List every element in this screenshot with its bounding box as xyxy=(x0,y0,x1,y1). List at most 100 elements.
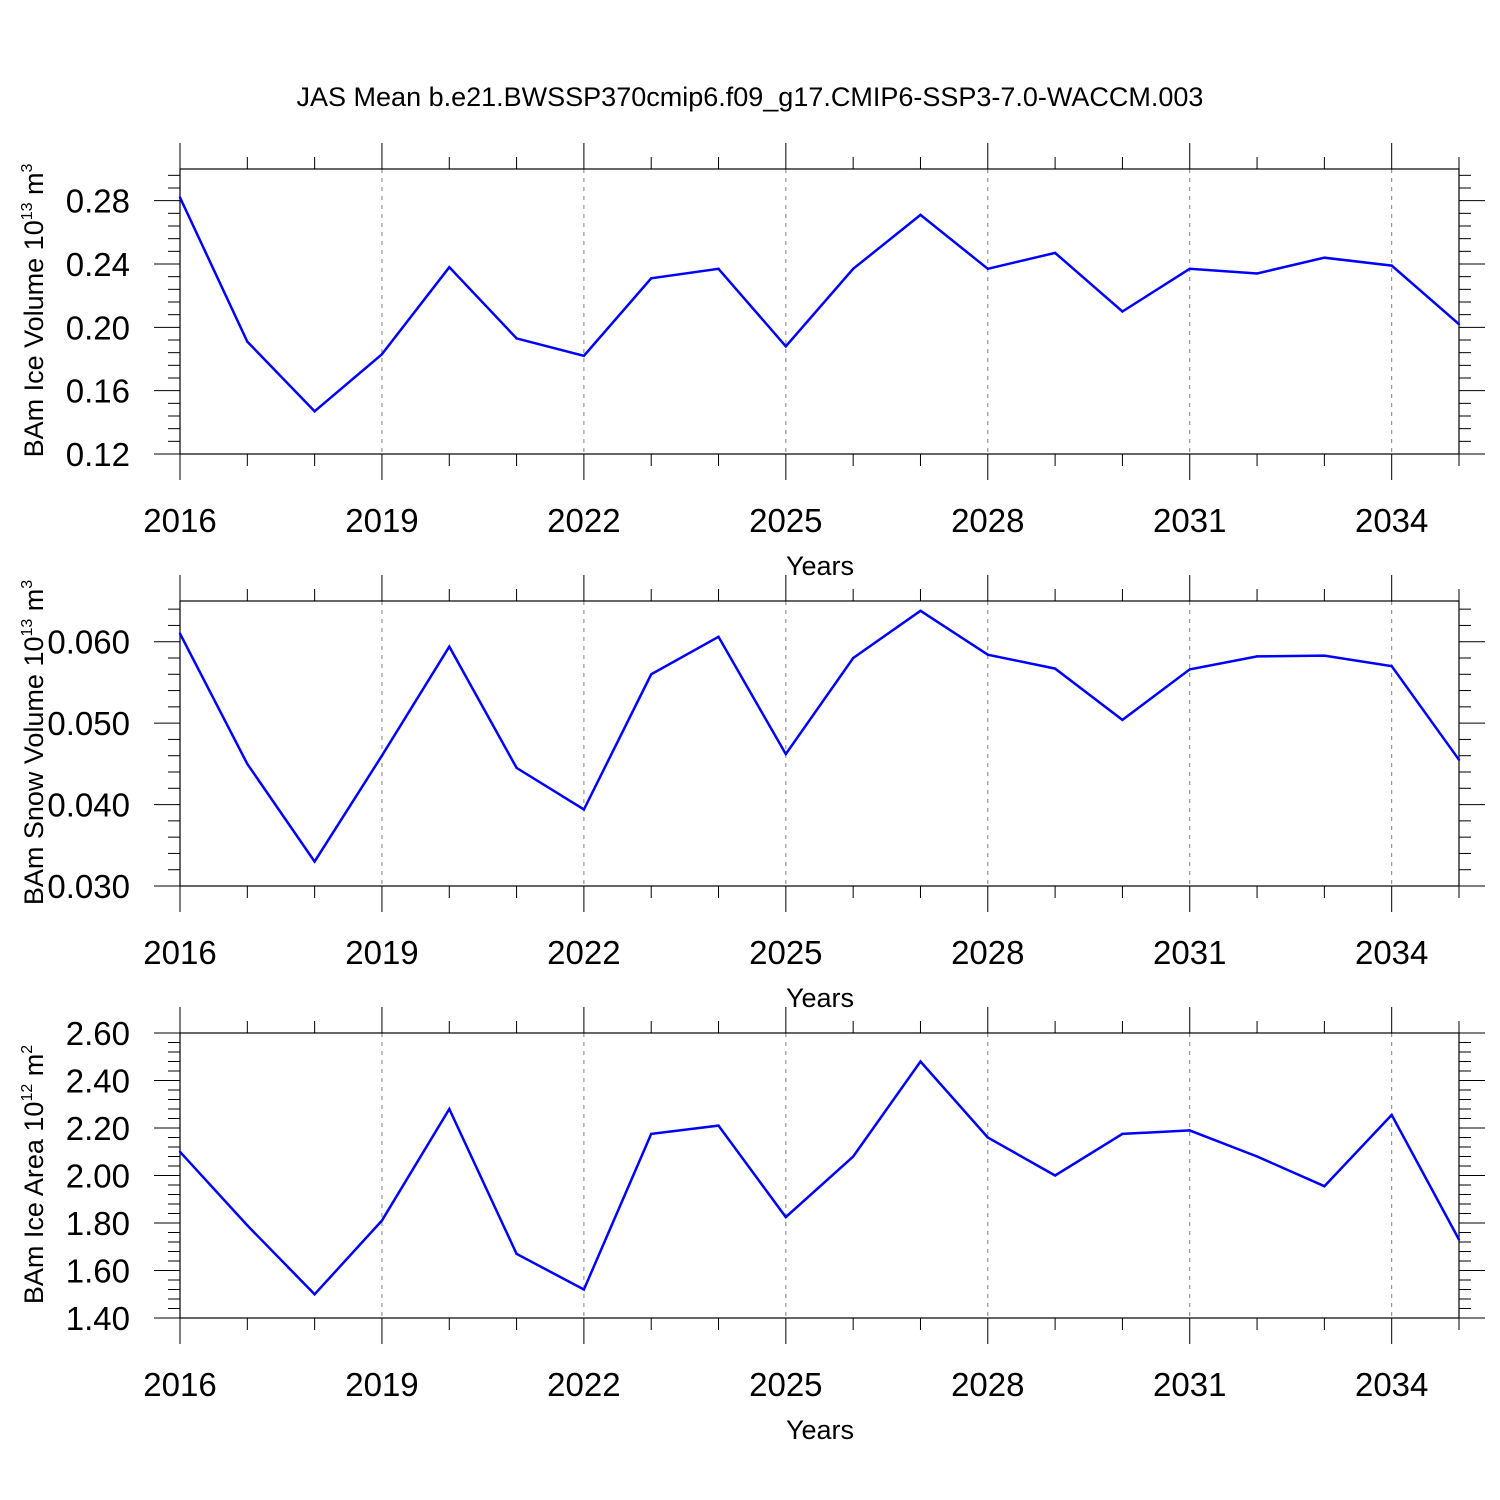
data-point xyxy=(246,340,249,343)
data-point xyxy=(1255,1155,1259,1158)
chart-panel-2: 0.030 0.040 0.050 0.060 2016 2019 2022 2025 2028… xyxy=(19,575,1485,1013)
x-axis-label: Years xyxy=(786,551,854,581)
data-point xyxy=(851,656,855,660)
y-axis-label-unit: m xyxy=(19,589,49,619)
data-point xyxy=(1457,758,1461,761)
y-axis-label-unit-exp: 3 xyxy=(19,163,36,172)
y-tick-label: 0.030 xyxy=(47,868,130,905)
data-point xyxy=(448,265,451,269)
data-point xyxy=(380,754,384,757)
y-axis-label: BAm Snow Volume 1013 m3 xyxy=(19,580,49,905)
x-tick-label: 2034 xyxy=(1355,502,1428,539)
x-tick-label: 2019 xyxy=(345,502,418,539)
data-point xyxy=(246,762,249,766)
data-point xyxy=(582,354,586,358)
y-axis-label-unit-exp: 2 xyxy=(19,1045,36,1054)
data-point xyxy=(448,645,451,648)
data-point xyxy=(1188,1129,1191,1132)
data-point xyxy=(515,337,518,340)
data-point xyxy=(1323,654,1326,657)
y-tick-label: 2.00 xyxy=(66,1158,130,1195)
y-axis-label-text: BAm Ice Volume 10 xyxy=(19,220,49,457)
data-point xyxy=(246,1224,249,1227)
y-tick-label: 0.28 xyxy=(66,183,130,220)
y-tick-label: 0.040 xyxy=(47,787,130,824)
data-point xyxy=(919,609,922,612)
data-point xyxy=(1121,718,1124,722)
x-tick-label: 2022 xyxy=(547,934,620,971)
x-tick-label: 2028 xyxy=(951,1366,1024,1403)
x-tick-label: 2034 xyxy=(1355,1366,1428,1403)
y-tick-label: 1.80 xyxy=(66,1205,130,1242)
x-tick-label: 2016 xyxy=(143,934,216,971)
data-point xyxy=(448,1107,451,1111)
y-axis-label-unit: m xyxy=(19,1054,49,1084)
x-tick-label: 2028 xyxy=(951,934,1024,971)
panels: 0.12 0.16 0.20 0.24 0.28 2016 2019 2022 2025 2028… xyxy=(19,143,1485,1445)
data-point xyxy=(1188,267,1191,270)
data-point xyxy=(650,277,653,280)
x-tick-label: 2019 xyxy=(345,934,418,971)
plot-frame xyxy=(179,168,1460,455)
x-tick-label: 2031 xyxy=(1153,1366,1226,1403)
y-axis-label-exp: 13 xyxy=(19,619,36,637)
x-tick-label: 2031 xyxy=(1153,934,1226,971)
data-point xyxy=(313,410,316,413)
data-point xyxy=(717,1124,720,1127)
x-tick-label: 2025 xyxy=(749,934,822,971)
data-point xyxy=(650,1132,653,1136)
data-point xyxy=(1053,1174,1057,1177)
series-line xyxy=(179,1059,1461,1297)
y-tick-label: 0.060 xyxy=(47,624,130,661)
data-point xyxy=(1457,1238,1461,1241)
data-point xyxy=(380,353,384,356)
x-tick-label: 2025 xyxy=(749,502,822,539)
data-point xyxy=(1390,664,1393,668)
series-line xyxy=(178,609,1461,864)
y-axis-label-exp: 13 xyxy=(19,202,36,220)
x-tick-label: 2022 xyxy=(547,502,620,539)
y-axis-label-unit-exp: 3 xyxy=(19,580,36,589)
series-line xyxy=(178,196,1460,414)
plot-frame xyxy=(179,1032,1460,1319)
y-axis-label: BAm Ice Area 1012 m2 xyxy=(19,1045,49,1304)
data-point xyxy=(582,1288,586,1291)
data-point xyxy=(313,1293,316,1296)
data-point xyxy=(851,267,855,270)
chart-panel-3: 1.40 1.60 1.80 2.00 2.20 2.40 2.60 2016 2019 2022… xyxy=(19,1007,1485,1445)
data-point xyxy=(784,1215,788,1219)
x-tick-label: 2031 xyxy=(1153,502,1226,539)
x-tick-label: 2034 xyxy=(1355,934,1428,971)
y-tick-label: 2.20 xyxy=(66,1110,130,1147)
data-point xyxy=(986,267,989,270)
data-point xyxy=(1255,272,1259,275)
data-point xyxy=(1390,264,1393,267)
data-point xyxy=(784,752,788,756)
chart-panel-1: 0.12 0.16 0.20 0.24 0.28 2016 2019 2022 2025 2028… xyxy=(19,143,1485,581)
data-point xyxy=(313,860,316,863)
data-point xyxy=(986,653,989,656)
data-point xyxy=(717,267,720,270)
y-tick-label: 1.60 xyxy=(66,1253,130,1290)
y-axis-label-exp: 12 xyxy=(19,1084,36,1102)
data-point xyxy=(1121,1132,1124,1136)
data-point xyxy=(1390,1113,1393,1117)
y-tick-label: 2.60 xyxy=(66,1015,130,1052)
x-tick-label: 2025 xyxy=(749,1366,822,1403)
data-point xyxy=(1053,667,1057,670)
data-point xyxy=(1188,668,1191,671)
data-point xyxy=(986,1136,989,1139)
y-tick-label: 1.40 xyxy=(66,1300,130,1337)
data-point xyxy=(178,632,182,635)
data-point xyxy=(582,808,586,811)
data-point xyxy=(784,345,788,348)
x-tick-label: 2016 xyxy=(143,502,216,539)
y-axis-label-text: BAm Ice Area 10 xyxy=(19,1102,49,1305)
data-point xyxy=(1053,251,1057,255)
y-tick-label: 2.40 xyxy=(66,1063,130,1100)
plot-frame xyxy=(179,600,1460,887)
y-axis-label-unit: m xyxy=(19,172,49,202)
y-tick-label: 0.24 xyxy=(66,246,130,283)
y-tick-label: 0.16 xyxy=(66,373,130,410)
